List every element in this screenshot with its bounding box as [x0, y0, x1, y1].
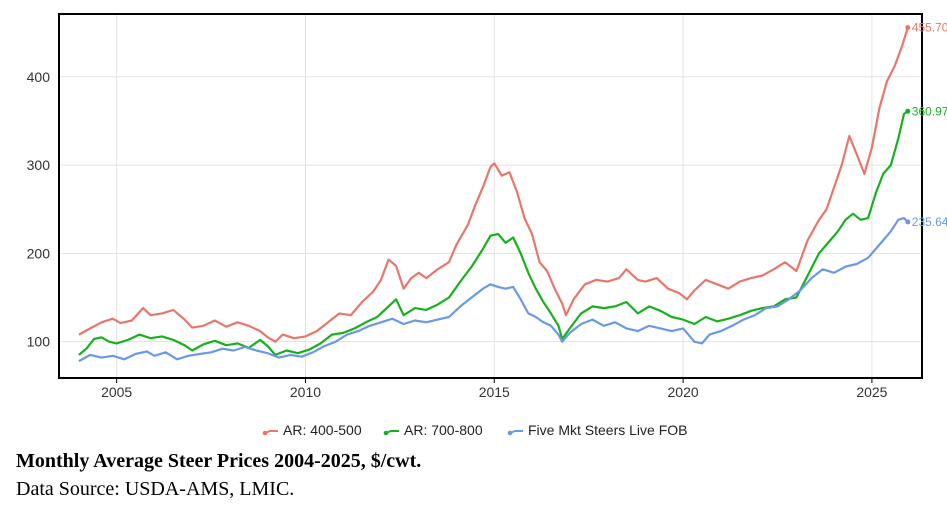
x-tick-label: 2020 — [668, 384, 699, 400]
caption-source: Data Source: USDA-AMS, LMIC. — [16, 478, 295, 500]
x-tick-label: 2010 — [290, 384, 321, 400]
legend-marker — [383, 430, 389, 436]
x-tick-label: 2005 — [101, 384, 132, 400]
legend-item-2[interactable]: Five Mkt Steers Live FOB — [507, 422, 688, 438]
legend-label: AR: 400-500 — [283, 422, 362, 438]
series-end-label: 455.70 — [912, 21, 947, 35]
series-end-point — [905, 219, 911, 225]
legend[interactable]: AR: 400-500 AR: 700-800 Five Mkt Steers Li… — [262, 422, 688, 438]
x-tick-label: 2015 — [479, 384, 510, 400]
x-tick-label: 2025 — [856, 384, 887, 400]
legend-marker — [507, 430, 513, 436]
plot-frame — [58, 13, 923, 379]
caption-title: Monthly Average Steer Prices 2004-2025, … — [16, 450, 422, 472]
line-chart: 2005 2010 2015 2020 2025 100 200 300 400 455.70… — [27, 13, 947, 438]
series-lines — [78, 27, 909, 363]
series-end-label: 235.64 — [912, 215, 947, 229]
series-line-0 — [78, 27, 909, 343]
legend-label: Five Mkt Steers Live FOB — [528, 422, 687, 438]
series-end-point — [905, 25, 911, 31]
grid — [60, 15, 921, 377]
end-labels: 455.70 360.97 235.64 — [905, 21, 947, 229]
y-axis: 100 200 300 400 — [27, 69, 51, 350]
series-end-label: 360.97 — [912, 104, 947, 118]
y-tick-label: 100 — [27, 334, 51, 350]
y-tick-label: 400 — [27, 69, 51, 85]
series-end-point — [905, 108, 911, 114]
legend-item-1[interactable]: AR: 700-800 — [383, 422, 483, 438]
y-tick-label: 200 — [27, 245, 51, 261]
y-tick-label: 300 — [27, 157, 51, 173]
series-line-1 — [78, 110, 909, 356]
legend-label: AR: 700-800 — [404, 422, 483, 438]
legend-item-0[interactable]: AR: 400-500 — [262, 422, 362, 438]
x-axis: 2005 2010 2015 2020 2025 — [101, 378, 888, 400]
series-line-2 — [78, 217, 909, 363]
legend-marker — [262, 430, 268, 436]
